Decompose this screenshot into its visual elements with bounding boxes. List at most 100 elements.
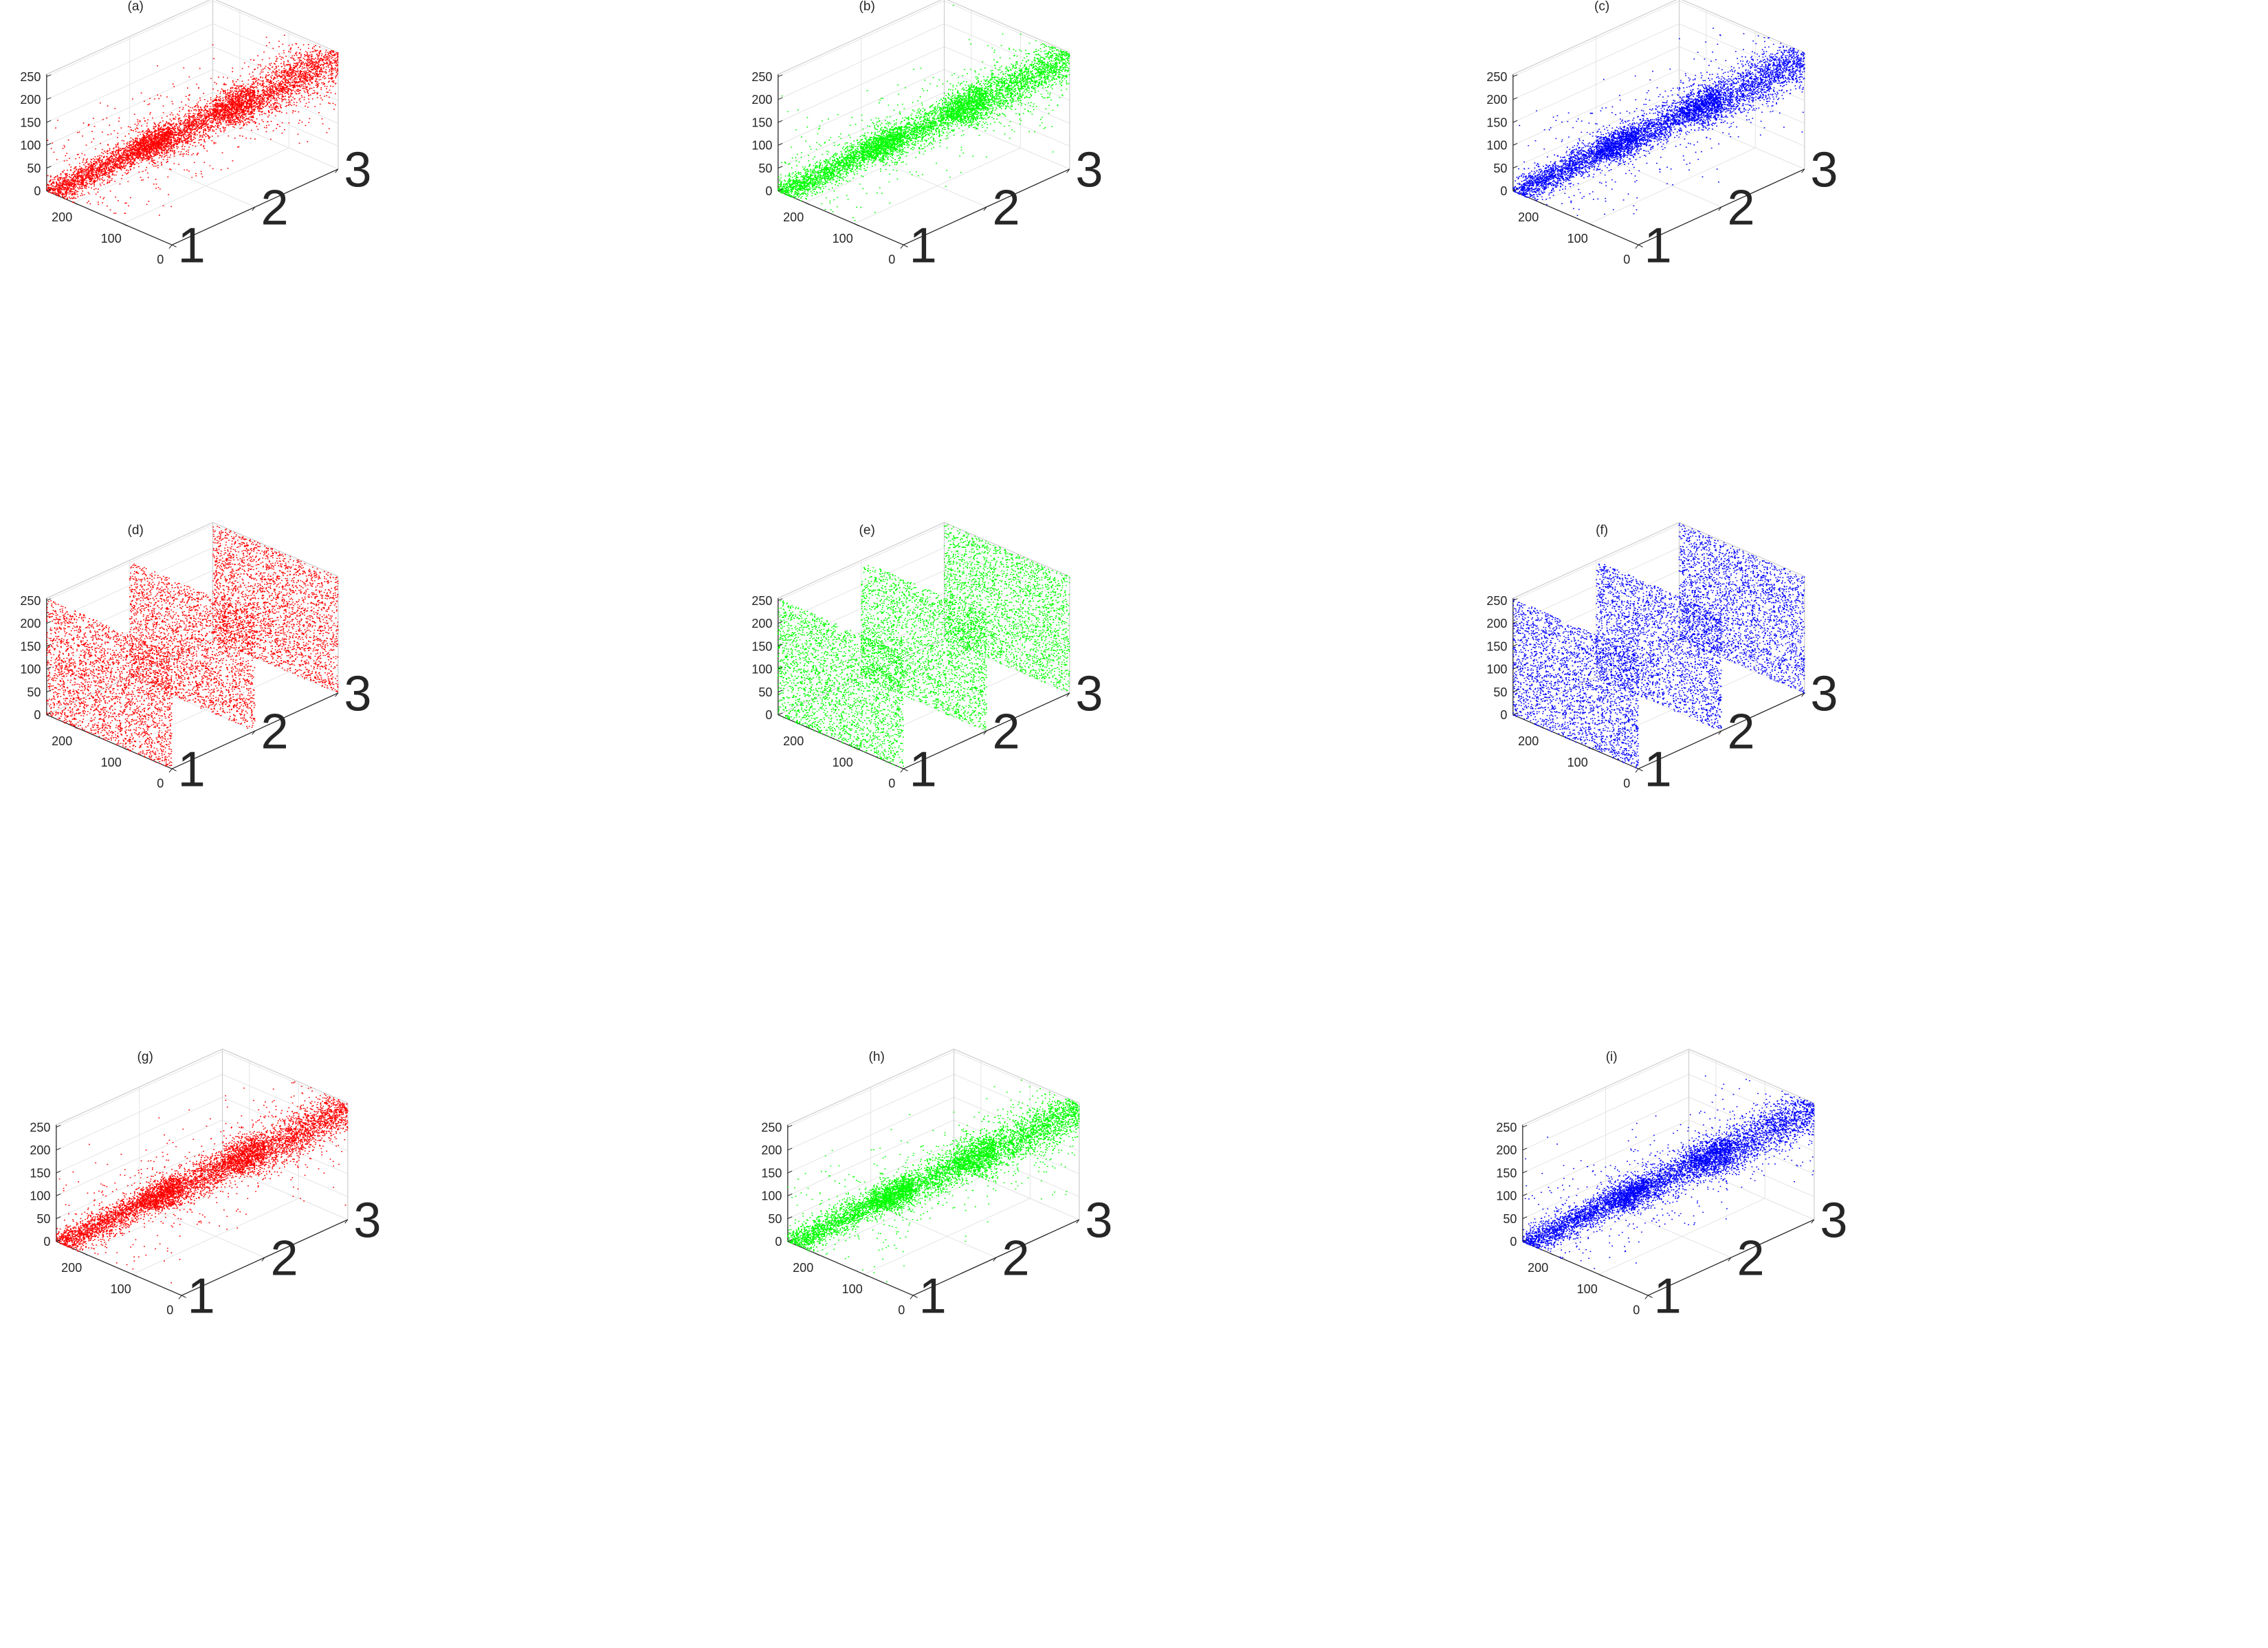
grid-line	[122, 147, 289, 224]
z-tick-mark	[46, 188, 52, 192]
z-tick-mark	[1512, 97, 1518, 100]
z-tick-label: 50	[758, 162, 772, 175]
x-tick-mark	[1076, 1219, 1080, 1224]
z-tick-mark	[787, 1193, 793, 1196]
box-edge	[1512, 522, 1680, 599]
z-tick-label: 200	[30, 1143, 50, 1157]
x-tick-label: 1	[1644, 219, 1672, 274]
x-tick-label: 2	[1727, 180, 1754, 235]
z-tick-label: 0	[765, 184, 772, 198]
grid-line	[778, 91, 945, 168]
grid-line	[1688, 1073, 1815, 1129]
y-tick-label: 0	[888, 253, 895, 267]
z-tick-mark	[56, 1125, 61, 1128]
y-tick-mark	[903, 768, 908, 771]
y-tick-mark	[122, 223, 128, 227]
z-tick-label: 150	[20, 639, 41, 653]
x-tick-mark	[1066, 168, 1070, 173]
tick-labels: 12 3 0 100 200 0 50 100 150 200 250	[20, 594, 371, 798]
x-tick-label: 2	[992, 704, 1020, 759]
x-tick-label: 1	[910, 743, 937, 798]
x-tick-mark	[983, 206, 987, 211]
grid-line	[854, 147, 1021, 224]
z-tick-mark	[787, 1125, 793, 1128]
z-tick-mark	[1512, 142, 1518, 146]
y-tick-mark	[912, 1295, 918, 1298]
panel-title: (e)	[859, 523, 875, 538]
box-edge	[1522, 1048, 1689, 1125]
z-tick-label: 0	[34, 708, 41, 722]
z-tick-mark	[46, 666, 52, 670]
scatter-points	[787, 1079, 1080, 1283]
x-tick-mark	[344, 1219, 349, 1224]
grid-line	[212, 547, 339, 602]
y-axis-line	[778, 190, 904, 245]
z-tick-label: 50	[27, 162, 41, 175]
box-edge	[778, 0, 943, 75]
z-tick-label: 50	[1493, 162, 1507, 175]
y-tick-label: 200	[52, 210, 72, 224]
y-tick-mark	[814, 1253, 819, 1256]
x-tick-mark	[1644, 1295, 1649, 1299]
panel-i: 12 3 0 100 200 0 50 100 150 200 250 (i)	[1496, 1048, 1847, 1324]
panel-title: (a)	[128, 0, 144, 14]
z-tick-mark	[1512, 690, 1518, 692]
z-tick-mark	[1522, 1147, 1528, 1151]
z-tick-label: 200	[20, 93, 41, 107]
z-tick-mark	[56, 1170, 61, 1174]
z-tick-mark	[56, 1147, 61, 1151]
box-edge	[46, 0, 211, 75]
y-tick-mark	[171, 244, 177, 248]
z-tick-mark	[778, 142, 783, 146]
box-edge	[787, 1048, 954, 1125]
z-tick-mark	[1522, 1193, 1528, 1196]
y-tick-mark	[73, 202, 78, 206]
z-tick-label: 50	[768, 1212, 782, 1226]
scatter-points	[56, 1081, 349, 1284]
y-tick-label: 0	[1623, 253, 1630, 267]
scatter-points	[778, 524, 1070, 768]
grid-line	[122, 671, 289, 748]
panel-title: (h)	[869, 1050, 885, 1064]
grid-line	[1679, 547, 1805, 602]
grid-line	[1512, 46, 1680, 123]
y-tick-label: 200	[61, 1261, 82, 1275]
grid-line	[1598, 1198, 1765, 1275]
x-tick-mark	[168, 244, 173, 249]
y-tick-mark	[132, 1273, 137, 1277]
z-tick-label: 250	[30, 1121, 50, 1134]
tick-labels: 12 3 0 100 200 0 50 100 150 200 250	[20, 70, 371, 274]
x-tick-mark	[1718, 206, 1722, 211]
grid-line	[954, 1097, 1080, 1152]
grid-line	[1522, 1119, 1689, 1196]
grid-line	[944, 46, 1070, 101]
grid-line	[1605, 1203, 1732, 1258]
grid-line	[944, 23, 1070, 78]
box-edge	[778, 638, 945, 716]
z-tick-mark	[778, 666, 783, 670]
grid-line	[1512, 23, 1680, 100]
box-edge	[778, 522, 945, 599]
z-tick-label: 150	[30, 1166, 50, 1180]
grid-line	[46, 524, 213, 601]
z-tick-label: 250	[751, 70, 772, 84]
z-tick-mark	[1522, 1170, 1528, 1174]
x-tick-mark	[168, 768, 173, 773]
x-tick-label: 2	[270, 1231, 298, 1286]
data-points	[1512, 28, 1805, 217]
x-tick-mark	[983, 730, 987, 735]
x-tick-mark	[178, 1295, 182, 1299]
grid-line	[222, 1097, 349, 1152]
grid-line	[944, 0, 1070, 56]
y-tick-mark	[1539, 726, 1545, 729]
grid-line	[1512, 69, 1680, 146]
tick-labels: 12 3 0 100 200 0 50 100 150 200 250	[1486, 70, 1838, 274]
data-points	[1512, 523, 1805, 769]
x-tick-mark	[1718, 730, 1722, 735]
x-tick-label: 2	[1737, 1231, 1764, 1286]
x-tick-label: 3	[344, 142, 371, 197]
z-tick-mark	[1512, 188, 1518, 192]
y-tick-label: 100	[1567, 756, 1588, 769]
grid-line	[1688, 1051, 1815, 1106]
